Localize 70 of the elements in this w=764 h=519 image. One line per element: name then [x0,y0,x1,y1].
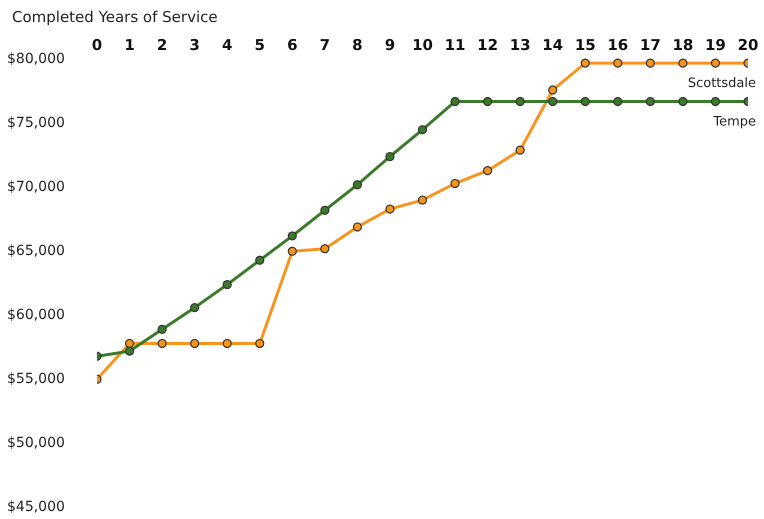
y-tick-label: $70,000 [7,178,65,195]
point [516,146,525,155]
x-tick-label: 15 [574,36,596,54]
point [580,96,590,106]
x-tick-label: 20 [738,36,758,54]
x-tick-label: 4 [222,36,232,54]
point [613,58,622,68]
point [710,96,720,106]
x-tick-label: 2 [156,36,168,54]
point [255,256,264,265]
point [255,338,264,348]
x-tick-label: 9 [384,36,396,54]
point [613,96,622,106]
point [548,85,558,95]
y-tick-label: $60,000 [7,306,65,323]
point [320,244,330,254]
y-tick-label: $55,000 [7,370,65,387]
point [158,338,167,348]
y-tick-label: $50,000 [7,434,65,451]
x-tick-label: 1 [124,36,135,54]
x-tick-label: 0 [92,36,102,54]
point [450,96,460,106]
point [418,195,428,205]
point [352,180,362,190]
x-tick-label: 6 [287,36,298,54]
point [580,58,590,68]
y-tick-label: $65,000 [7,242,65,259]
x-tick-label: 7 [320,36,330,54]
y-tick-label: $45,000 [7,498,65,515]
point [190,338,200,348]
point [288,246,297,256]
point [288,231,297,241]
x-axis-title: Completed Years of Service [12,8,219,28]
x-tick-label: 19 [705,36,726,54]
y-tick-label: $75,000 [7,114,65,131]
point [124,338,134,348]
point [124,346,134,356]
y-tick-label: $80,000 [7,50,65,67]
x-tick-label: 18 [672,36,694,54]
point [418,125,428,134]
x-tick-label: 11 [444,36,466,54]
point [646,96,655,106]
point [385,152,395,162]
x-tick-label: 14 [542,36,564,54]
point [646,58,655,68]
point [222,338,232,348]
point [483,166,492,176]
point [158,324,167,334]
point [678,96,688,106]
x-tick-label: 17 [640,36,661,54]
point [678,58,688,68]
x-tick-label: 16 [607,36,628,54]
point [548,96,558,106]
point [320,206,330,215]
series-label: Scottsdale [688,76,756,92]
point [483,96,492,106]
point [222,280,232,290]
point [516,96,525,106]
point [190,303,200,312]
x-tick-label: 12 [477,36,498,54]
x-tick-label: 10 [412,36,433,54]
x-tick-label: 13 [510,36,531,54]
point [352,222,362,232]
point [385,204,395,214]
x-tick-label: 5 [254,36,265,54]
point [710,58,720,68]
point [450,178,460,188]
x-tick-label: 8 [352,36,363,54]
series-label: Tempe [712,114,756,130]
x-tick-label: 3 [189,36,200,54]
